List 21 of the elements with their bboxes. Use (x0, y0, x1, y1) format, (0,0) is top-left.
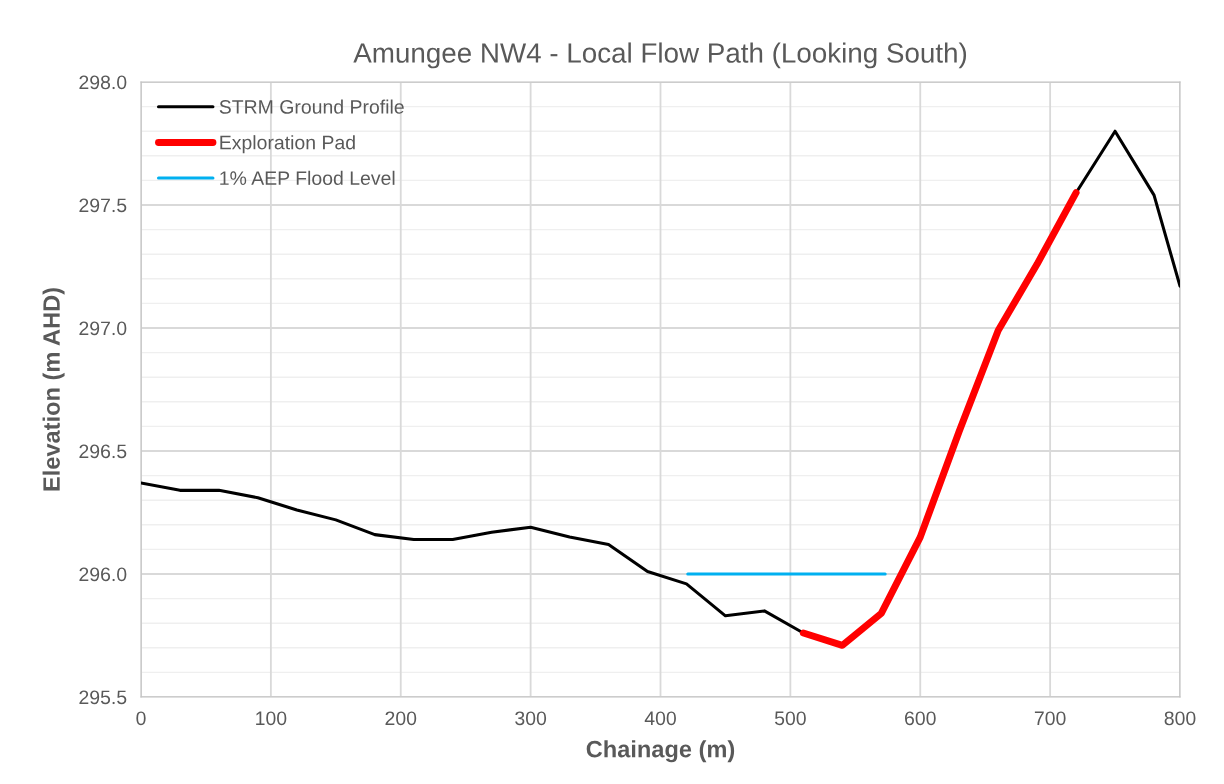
legend-label: Exploration Pad (220, 135, 355, 154)
y-tick-label: 295.5 (79, 690, 127, 705)
x-tick-label: 200 (385, 711, 417, 726)
x-tick-label: 800 (1164, 711, 1196, 726)
x-tick-label: 600 (905, 711, 936, 726)
y-tick-label: 297.5 (79, 198, 127, 213)
x-tick-label: 300 (515, 711, 547, 726)
y-tick-label: 296.0 (79, 567, 127, 582)
y-axis-title: Elevation (m AHD) (42, 288, 65, 491)
x-tick-label: 700 (1034, 711, 1066, 726)
y-tick-label: 297.0 (79, 321, 127, 336)
x-tick-label: 100 (256, 711, 287, 726)
y-tick-label: 296.5 (79, 444, 127, 459)
x-tick-label: 0 (136, 711, 146, 726)
x-tick-label: 400 (644, 711, 676, 726)
x-tick-label: 500 (774, 711, 806, 726)
legend-label: 1% AEP Flood Level (220, 170, 395, 186)
chart-title: Amungee NW4 - Local Flow Path (Looking South) (353, 42, 967, 69)
x-axis-title: Chainage (m) (586, 740, 735, 763)
legend-label: STRM Ground Profile (219, 99, 404, 114)
y-tick-label: 298.0 (79, 75, 127, 90)
